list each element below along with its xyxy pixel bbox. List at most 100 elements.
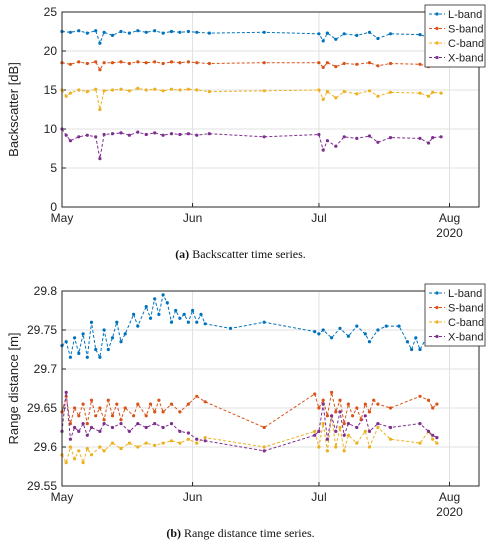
y-tick-label: 15 [44,83,58,97]
data-point [94,347,98,352]
data-point [161,425,165,430]
data-point [85,447,89,451]
data-point [262,320,266,324]
data-point [195,320,199,324]
data-point [161,133,165,137]
data-point [94,87,98,91]
data-point [94,60,98,64]
data-point [435,441,439,445]
year-label: 2020 [436,505,463,519]
data-point [330,390,334,394]
data-point [106,398,110,402]
y-tick-label: 25 [44,5,58,19]
data-point [376,94,380,98]
data-point [68,62,72,66]
data-point [367,30,372,34]
data-point [110,336,115,340]
legend: L-band S-band C-band X-band [424,4,486,68]
figure-caption: (a) Backscatter time series. [175,247,306,261]
data-point [136,445,140,449]
data-point [195,61,199,65]
x-tick-label: Jun [183,211,202,225]
data-point [376,64,380,68]
data-point [127,89,131,93]
data-point [355,136,359,140]
data-point [317,445,321,449]
data-point [367,429,372,433]
data-point [435,436,439,440]
legend-swatch-marker [435,26,439,31]
y-axis-label: Range distance [m] [6,332,21,444]
data-point [144,414,148,418]
data-point [325,139,329,143]
data-point [338,398,342,402]
data-point [85,433,89,437]
data-point [153,422,157,426]
data-point [77,429,81,433]
data-point [355,425,359,430]
data-point [321,39,325,43]
data-point [77,135,81,139]
series-line [61,128,442,159]
data-point [85,355,89,359]
data-point [262,445,266,449]
data-point [313,433,317,437]
data-point [388,32,393,36]
legend-label: C-band [448,38,484,50]
data-point [102,89,106,93]
data-point [338,326,342,330]
data-point [346,433,350,437]
caption-label: (b) [166,526,181,540]
legend-box [424,283,486,347]
legend: L-band S-band C-band X-band [424,283,486,347]
data-point [144,88,148,92]
data-point [186,132,190,136]
data-point [153,29,157,33]
data-point [89,453,94,457]
x-tick-label: Aug [439,211,460,225]
data-point [115,320,119,324]
data-point [127,133,131,137]
data-point [144,305,148,309]
y-tick-label: 20 [44,44,58,58]
data-point [376,36,380,41]
data-point [418,422,422,426]
legend-label: C-band [448,317,484,329]
data-point [136,29,140,33]
data-point [203,439,207,443]
data-point [110,61,115,65]
data-point [153,87,157,91]
data-point [148,402,153,406]
data-point [81,422,85,426]
data-point [110,425,115,430]
data-point [431,433,435,437]
data-point [119,418,123,422]
data-point [161,410,165,414]
data-point [119,29,123,34]
legend-label: L-band [448,288,482,300]
data-point [317,132,321,137]
data-point [153,297,157,301]
data-point [186,29,190,34]
data-point [207,90,211,94]
data-point [64,390,68,394]
plot-frame [61,290,480,487]
caption-label: (a) [175,247,189,261]
data-point [334,65,338,69]
data-point [98,41,102,45]
data-point [367,410,372,414]
data-point [330,336,334,340]
data-point [338,410,342,414]
caption-text: Backscatter time series. [189,247,306,261]
data-point [195,394,199,398]
y-tick-label: 29.75 [27,323,57,337]
data-point [169,60,174,64]
data-point [262,135,266,139]
data-point [325,449,329,453]
data-point [102,422,106,426]
data-point [418,394,422,398]
data-point [85,133,89,137]
data-point [98,355,102,359]
data-point [98,406,102,410]
data-point [346,402,350,406]
